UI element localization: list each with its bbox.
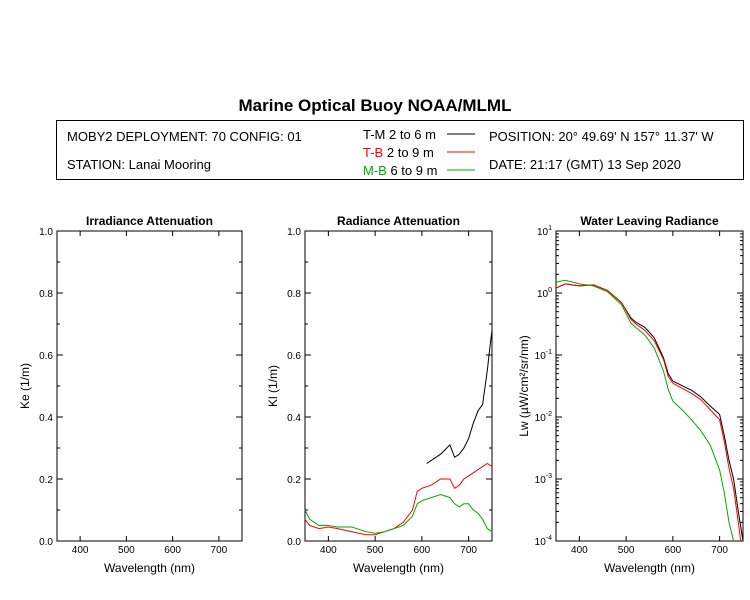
y-tick-label-0-5: 1.0 bbox=[39, 227, 53, 238]
y-tick-exp-2-4: -3 bbox=[546, 473, 552, 480]
y-tick-exp-2-3: -2 bbox=[546, 411, 552, 418]
y-tick-exp-2-2: -1 bbox=[546, 349, 552, 356]
x-tick-label-1-2: 600 bbox=[414, 545, 431, 556]
y-tick-label-0-0: 0.0 bbox=[39, 537, 53, 548]
y-tick-base-2-5: 10 bbox=[535, 537, 547, 548]
info-box: MOBY2 DEPLOYMENT: 70 CONFIG: 01 STATION:… bbox=[56, 120, 744, 180]
y-tick-exp-2-0: 1 bbox=[548, 225, 552, 232]
legend-label-tb: 2 to 9 m bbox=[386, 145, 434, 160]
y-tick-label-1-1: 0.2 bbox=[287, 475, 301, 486]
x-axis-label-1: Wavelength (nm) bbox=[353, 561, 444, 575]
x-tick-label-2-2: 600 bbox=[665, 545, 682, 556]
y-tick-label-2-3: 10-2 bbox=[535, 411, 552, 424]
series-t-b-2 bbox=[555, 283, 742, 542]
y-axis-label-2: Lw (µW/cm²/sr/nm) bbox=[517, 335, 531, 437]
station-text: STATION: Lanai Mooring bbox=[67, 157, 212, 172]
plot-frame-1 bbox=[304, 230, 493, 542]
panel-title-2: Water Leaving Radiance bbox=[580, 214, 719, 228]
y-tick-label-1-3: 0.6 bbox=[287, 351, 301, 362]
y-tick-label-2-5: 10-4 bbox=[535, 535, 552, 548]
y-tick-label-1-0: 0.0 bbox=[287, 537, 301, 548]
deployment-text: MOBY2 DEPLOYMENT: 70 CONFIG: 01 bbox=[67, 129, 302, 144]
y-axis-label-1: Kl (1/m) bbox=[266, 365, 280, 407]
y-tick-label-1-5: 1.0 bbox=[287, 227, 301, 238]
legend-label-mb: 6 to 9 m bbox=[390, 163, 438, 178]
y-axis-label-0: Ke (1/m) bbox=[18, 363, 32, 409]
series-m-b-2 bbox=[555, 279, 735, 542]
y-tick-exp-2-1: 0 bbox=[548, 287, 552, 294]
x-tick-label-2-0: 400 bbox=[571, 545, 588, 556]
y-tick-base-2-2: 10 bbox=[535, 351, 547, 362]
panel-title-1: Radiance Attenuation bbox=[337, 214, 460, 228]
x-tick-label-2-3: 700 bbox=[711, 545, 728, 556]
x-tick-label-0-0: 400 bbox=[72, 545, 89, 556]
panel-title-0: Irradiance Attenuation bbox=[86, 214, 213, 228]
x-axis-label-0: Wavelength (nm) bbox=[104, 561, 195, 575]
y-tick-label-0-1: 0.2 bbox=[39, 475, 53, 486]
legend-name-tb: T-B bbox=[363, 145, 384, 160]
y-tick-label-2-2: 10-1 bbox=[535, 349, 552, 362]
legend-label-tm: 2 to 6 m bbox=[389, 127, 436, 142]
y-tick-label-2-4: 10-3 bbox=[535, 473, 552, 486]
plot-frame-2 bbox=[555, 230, 744, 542]
legend-name-tm: T-M bbox=[363, 127, 386, 142]
legend-name-mb: M-B bbox=[363, 163, 387, 178]
x-tick-label-1-3: 700 bbox=[460, 545, 477, 556]
series-m-b-1 bbox=[304, 493, 493, 534]
position-text: POSITION: 20° 49.69' N 157° 11.37' W bbox=[489, 129, 714, 144]
x-tick-label-2-1: 500 bbox=[618, 545, 635, 556]
y-tick-label-0-4: 0.8 bbox=[39, 289, 53, 300]
legend-lines bbox=[447, 133, 475, 171]
x-tick-label-1-0: 400 bbox=[320, 545, 337, 556]
y-tick-label-0-2: 0.4 bbox=[39, 413, 53, 424]
y-tick-base-2-4: 10 bbox=[535, 475, 547, 486]
y-tick-label-1-2: 0.4 bbox=[287, 413, 301, 424]
y-tick-base-2-3: 10 bbox=[535, 413, 547, 424]
plot-frame-0 bbox=[56, 230, 243, 542]
x-tick-label-0-3: 700 bbox=[211, 545, 228, 556]
y-tick-exp-2-5: -4 bbox=[546, 535, 552, 542]
x-axis-label-2: Wavelength (nm) bbox=[604, 561, 695, 575]
y-tick-label-0-3: 0.6 bbox=[39, 351, 53, 362]
y-tick-base-2-0: 10 bbox=[537, 227, 549, 238]
x-tick-label-0-2: 600 bbox=[164, 545, 181, 556]
series-t-m-1 bbox=[426, 330, 493, 464]
series-t-b-1 bbox=[304, 462, 493, 536]
x-tick-label-1-1: 500 bbox=[367, 545, 384, 556]
series-t-m-2 bbox=[555, 283, 744, 542]
y-tick-label-2-1: 100 bbox=[537, 287, 552, 300]
x-tick-label-0-1: 500 bbox=[118, 545, 135, 556]
y-tick-label-2-0: 101 bbox=[537, 225, 552, 238]
chart-title: Marine Optical Buoy NOAA/MLML bbox=[238, 96, 512, 115]
date-text: DATE: 21:17 (GMT) 13 Sep 2020 bbox=[489, 157, 681, 172]
y-tick-label-1-4: 0.8 bbox=[287, 289, 301, 300]
y-tick-base-2-1: 10 bbox=[537, 289, 549, 300]
